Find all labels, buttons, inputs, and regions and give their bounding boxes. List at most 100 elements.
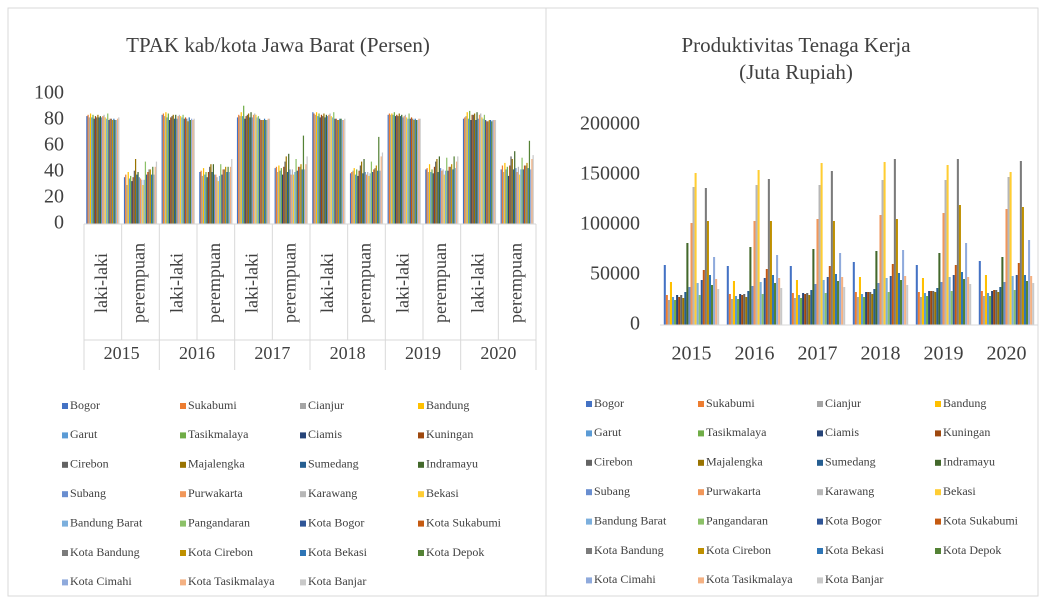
bar	[1021, 207, 1024, 325]
bar	[183, 118, 185, 224]
legend-label: Bogor	[70, 398, 100, 412]
y-tick-label: 50000	[590, 263, 640, 285]
bar	[398, 113, 400, 224]
bar	[930, 291, 933, 325]
bar	[923, 293, 927, 325]
legend-label: Kota Cirebon	[706, 543, 771, 557]
bar	[426, 168, 428, 224]
bar	[986, 293, 990, 325]
bar	[891, 264, 894, 325]
bar	[173, 118, 176, 224]
x-tick-label: 2016	[735, 343, 775, 365]
bar	[676, 295, 679, 325]
bar	[671, 297, 675, 325]
bar	[280, 168, 282, 224]
bar	[455, 161, 458, 224]
bar	[170, 117, 172, 224]
bar	[877, 283, 880, 325]
bar	[980, 291, 983, 325]
bar	[125, 174, 127, 224]
x-tick-label: perempuan	[204, 243, 224, 323]
bar	[1009, 172, 1012, 325]
bar	[860, 294, 864, 325]
bar	[926, 296, 929, 325]
legend-label: Indramayu	[426, 457, 478, 471]
bar	[932, 291, 935, 325]
bar	[250, 112, 252, 224]
bar	[462, 118, 465, 224]
bar	[259, 118, 261, 224]
bar	[161, 114, 163, 224]
legend-label: Cianjur	[308, 398, 344, 412]
bar	[148, 169, 150, 224]
bar	[137, 172, 139, 224]
bar	[692, 187, 695, 325]
bar	[715, 279, 718, 325]
x-group-label: 2019	[405, 343, 441, 363]
bar	[826, 277, 829, 325]
bar	[322, 116, 324, 224]
bar	[358, 170, 360, 224]
x-tick-label: perempuan	[355, 243, 375, 323]
legend-label: Cirebon	[70, 457, 109, 471]
bar	[326, 116, 329, 224]
bar	[288, 153, 290, 224]
bar	[335, 118, 337, 224]
x-tick-label: perempuan	[279, 243, 299, 323]
bar	[294, 172, 296, 224]
bar	[900, 280, 903, 325]
bar	[867, 292, 870, 325]
bar	[88, 117, 90, 224]
bar	[517, 166, 520, 224]
bar	[275, 166, 278, 224]
bar	[146, 174, 148, 224]
x-tick-label: perempuan	[505, 243, 525, 323]
bar	[267, 118, 269, 224]
bar	[342, 120, 345, 224]
legend-swatch	[586, 430, 592, 437]
bar	[741, 295, 744, 325]
bar	[330, 116, 332, 224]
legend-label: Purwakarta	[706, 484, 761, 498]
chart-title: (Juta Rupiah)	[739, 60, 853, 84]
bar	[820, 163, 823, 325]
bar	[1023, 275, 1027, 325]
bar	[885, 278, 888, 325]
bar	[104, 117, 106, 224]
legend-swatch	[698, 459, 704, 466]
bar	[220, 164, 222, 224]
legend-label: Kota Bandung	[594, 543, 664, 557]
bar	[830, 171, 833, 325]
bar	[728, 294, 731, 325]
bar	[367, 172, 369, 224]
bar	[934, 292, 937, 325]
bar	[696, 283, 699, 325]
legend-swatch	[935, 401, 941, 407]
bar	[301, 169, 303, 224]
x-tick-label: laki-laki	[468, 253, 488, 313]
legend-swatch	[817, 430, 823, 437]
bar	[138, 177, 140, 224]
bar	[412, 118, 414, 224]
bar	[87, 114, 89, 224]
bar	[527, 168, 529, 224]
bar	[451, 164, 453, 224]
bar	[816, 219, 819, 325]
bar	[828, 266, 831, 325]
bar	[834, 274, 838, 325]
bar	[300, 164, 302, 224]
bar	[238, 114, 240, 224]
bar	[732, 281, 735, 325]
bar	[100, 117, 103, 224]
legend-swatch	[418, 403, 424, 409]
bar	[482, 118, 484, 224]
x-tick-label: perempuan	[430, 243, 450, 323]
bar	[333, 112, 335, 224]
bar	[433, 166, 436, 224]
bar	[521, 157, 523, 224]
bar	[296, 170, 298, 224]
bar	[297, 166, 300, 224]
bar	[967, 277, 970, 325]
bar	[875, 251, 878, 325]
bar	[435, 161, 437, 224]
